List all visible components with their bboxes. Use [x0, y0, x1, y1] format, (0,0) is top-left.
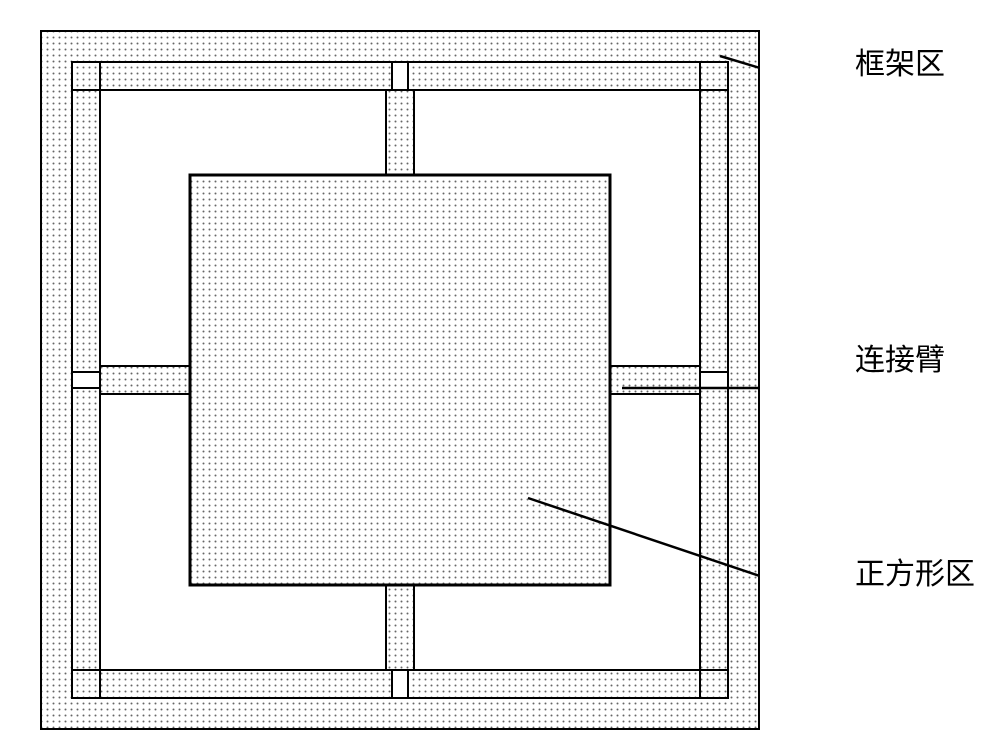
- label-arm: 连接臂: [855, 346, 945, 376]
- label-square: 正方形区: [855, 560, 975, 590]
- tiles-and-square: [72, 62, 728, 698]
- label-frame: 框架区: [855, 50, 945, 80]
- stage: 框架区 连接臂 正方形区: [0, 0, 1000, 754]
- sensor-diagram: [40, 30, 760, 730]
